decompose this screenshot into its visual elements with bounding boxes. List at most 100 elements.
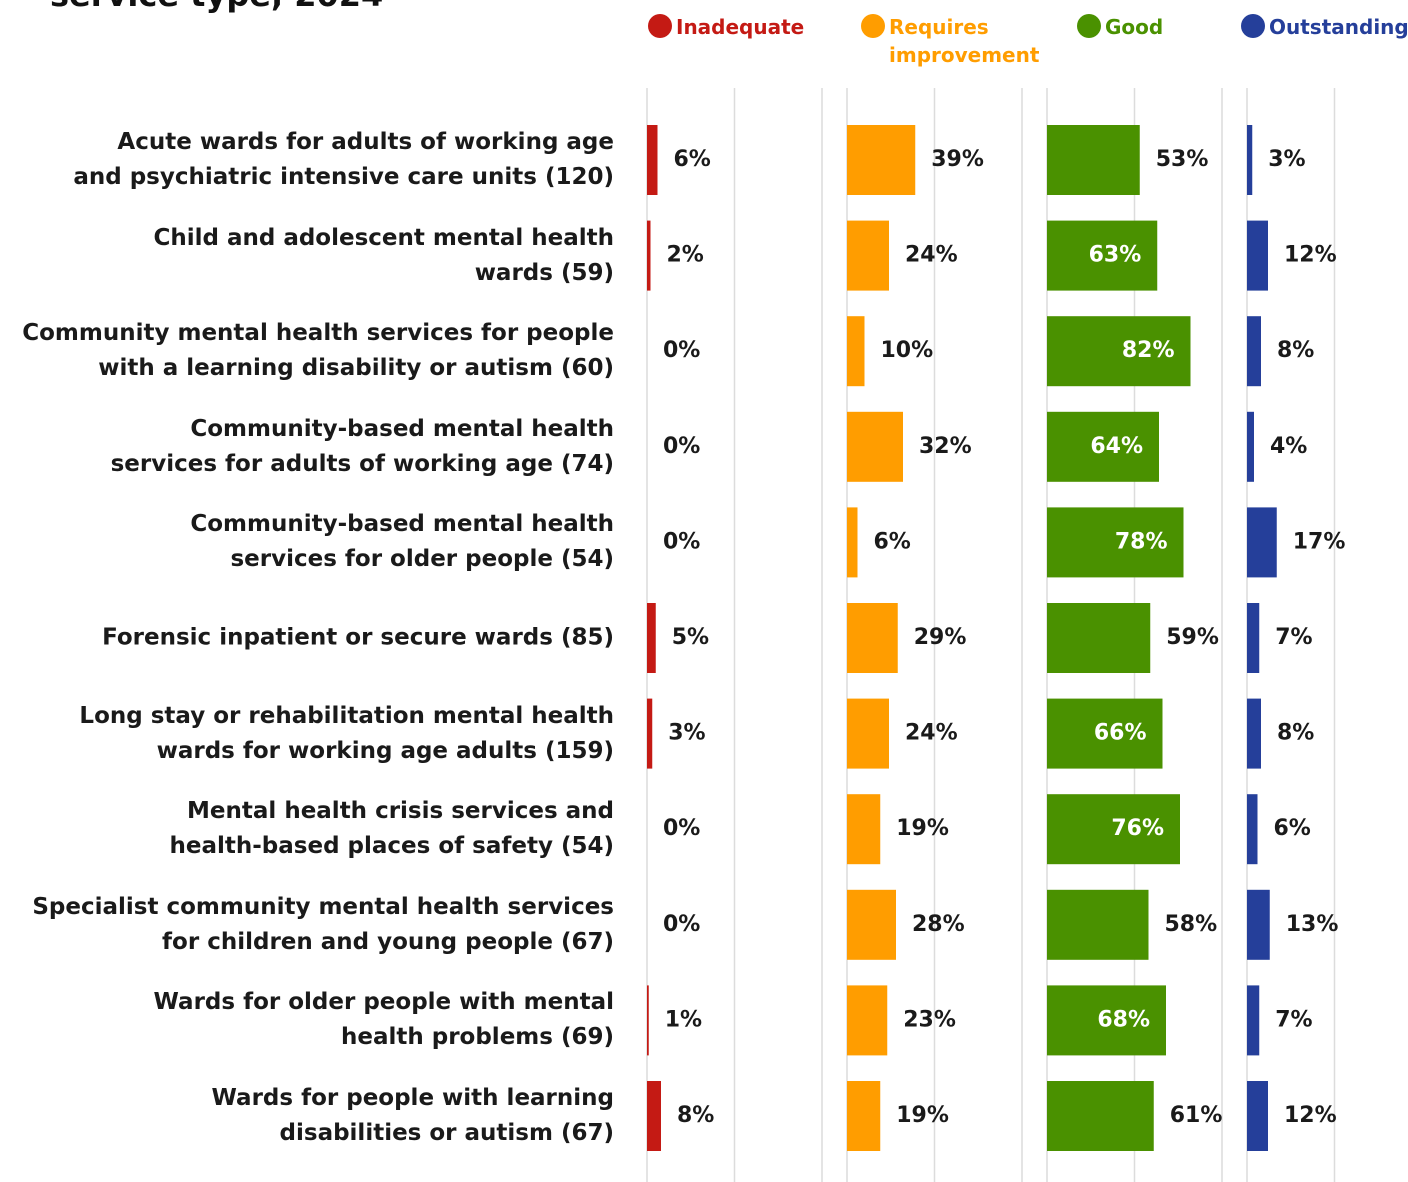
bar <box>847 316 865 387</box>
value-label: 8% <box>677 1103 714 1128</box>
value-label: 0% <box>663 529 700 554</box>
bar <box>1247 698 1261 769</box>
value-label: 6% <box>674 147 711 172</box>
value-label: 59% <box>1166 625 1219 650</box>
bar <box>647 220 651 291</box>
legend-swatch <box>1077 14 1101 38</box>
category-label: Long stay or rehabilitation mental healt… <box>79 702 614 764</box>
bar <box>1247 411 1254 482</box>
value-label: 53% <box>1156 147 1209 172</box>
bar <box>847 220 889 291</box>
bar <box>1247 316 1261 387</box>
category-label: Wards for older people with mental healt… <box>153 989 615 1051</box>
value-label: 19% <box>896 1103 949 1128</box>
value-label: 39% <box>931 147 984 172</box>
bar <box>1247 125 1253 195</box>
legend-swatch <box>648 14 672 38</box>
category-label: Community-based mental health services f… <box>190 511 614 573</box>
value-label: 82% <box>1122 338 1175 363</box>
bar <box>1247 603 1260 673</box>
bar <box>847 411 903 482</box>
value-label: 61% <box>1170 1103 1223 1128</box>
category-label: Acute wards for adults of working age an… <box>73 129 614 190</box>
category-label: Community-based mental health services f… <box>110 415 614 477</box>
bar <box>847 507 858 578</box>
value-label: 2% <box>667 243 704 268</box>
bar <box>647 603 656 673</box>
bar <box>1247 794 1258 865</box>
bar <box>847 985 888 1056</box>
bar <box>847 794 881 865</box>
bar <box>847 125 916 195</box>
value-label: 3% <box>668 721 705 746</box>
bar <box>1247 889 1270 960</box>
value-label: 68% <box>1097 1007 1150 1032</box>
value-label: 8% <box>1277 338 1314 363</box>
legend-label: Good <box>1105 15 1164 39</box>
value-label: 24% <box>905 243 958 268</box>
value-label: 24% <box>905 721 958 746</box>
value-label: 32% <box>919 434 972 459</box>
bar <box>647 698 653 769</box>
bar <box>847 698 889 769</box>
bar <box>1047 1081 1154 1151</box>
value-label: 5% <box>672 625 709 650</box>
value-label: 17% <box>1293 529 1346 554</box>
bar <box>1047 985 1166 1056</box>
value-label: 12% <box>1284 1103 1337 1128</box>
bar <box>1047 411 1159 482</box>
bar <box>847 889 896 960</box>
value-label: 13% <box>1286 912 1339 937</box>
bar <box>1047 603 1151 673</box>
category-label: Child and adolescent mental health wards… <box>153 224 614 286</box>
value-label: 0% <box>663 338 700 363</box>
legend-label: Inadequate <box>676 15 805 39</box>
bar <box>1047 794 1180 865</box>
bar <box>1247 220 1268 291</box>
value-label: 6% <box>874 529 911 554</box>
chart-title: service type, 2024 <box>50 0 383 14</box>
value-label: 8% <box>1277 721 1314 746</box>
category-label: Wards for people with learning disabilit… <box>211 1085 615 1146</box>
category-label: Community mental health services for peo… <box>22 320 614 382</box>
bar <box>1247 1081 1268 1151</box>
value-label: 23% <box>903 1007 956 1032</box>
legend-swatch <box>861 14 885 38</box>
legend-swatch <box>1241 14 1265 38</box>
value-label: 78% <box>1115 529 1168 554</box>
bar <box>1047 220 1158 291</box>
value-label: 29% <box>914 625 967 650</box>
bar <box>847 603 898 673</box>
value-label: 0% <box>663 434 700 459</box>
value-label: 4% <box>1270 434 1307 459</box>
bar <box>1047 698 1163 769</box>
bar <box>1047 507 1184 578</box>
value-label: 63% <box>1089 243 1142 268</box>
value-label: 0% <box>663 912 700 937</box>
bar <box>1047 889 1149 960</box>
value-label: 7% <box>1275 1007 1312 1032</box>
category-label: Mental health crisis services and health… <box>169 798 615 860</box>
value-label: 28% <box>912 912 965 937</box>
legend-label: Outstanding <box>1269 15 1408 39</box>
bar <box>1047 316 1191 387</box>
value-label: 1% <box>665 1007 702 1032</box>
value-label: 58% <box>1165 912 1218 937</box>
bar <box>1247 507 1277 578</box>
category-label: Specialist community mental health servi… <box>32 893 614 955</box>
category-label: Forensic inpatient or secure wards (85) <box>102 624 614 651</box>
value-label: 6% <box>1274 816 1311 841</box>
value-label: 7% <box>1275 625 1312 650</box>
value-label: 64% <box>1090 434 1143 459</box>
bar <box>647 125 658 195</box>
bar <box>647 985 649 1056</box>
bar <box>647 1081 661 1151</box>
bar <box>1247 985 1260 1056</box>
bar <box>1047 125 1140 195</box>
value-label: 19% <box>896 816 949 841</box>
value-label: 12% <box>1284 243 1337 268</box>
bar <box>847 1081 881 1151</box>
legend-label: Requires improvement <box>889 15 1040 67</box>
